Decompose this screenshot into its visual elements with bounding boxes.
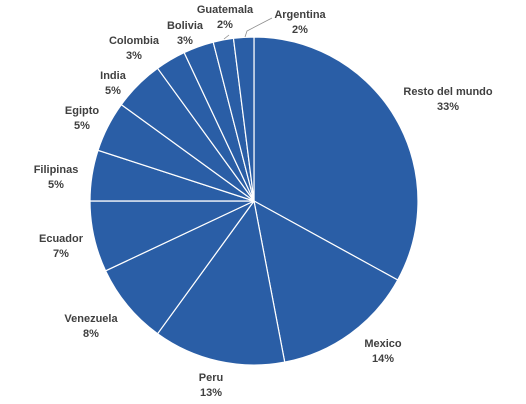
slice-label-name: Colombia <box>109 35 160 47</box>
slice-label-value: 33% <box>437 101 459 113</box>
slice-label-name: Mexico <box>364 338 402 350</box>
pie-slice-peru <box>156 199 286 366</box>
slice-label-value: 5% <box>105 85 121 97</box>
slice-label-name: India <box>100 70 127 82</box>
leader-line-argentina <box>244 17 273 38</box>
slice-label-value: 3% <box>126 50 142 62</box>
slice-label-name: Egipto <box>65 105 99 117</box>
slice-label-value: 8% <box>83 328 99 340</box>
slice-label-peru: Peru 13% <box>199 372 223 399</box>
slice-label-value: 3% <box>177 35 193 47</box>
slice-label-egipto: Egipto 5% <box>65 105 99 132</box>
slice-label-name: Argentina <box>274 9 326 21</box>
slice-label-mexico: Mexico 14% <box>364 338 402 365</box>
slice-label-value: 2% <box>217 19 233 31</box>
pie-slice-argentina <box>232 36 255 202</box>
slice-label-india: India 5% <box>100 70 127 97</box>
slice-label-name: Venezuela <box>64 313 118 325</box>
pie-slice-mexico <box>253 199 399 363</box>
slice-label-name: Filipinas <box>34 164 79 176</box>
slice-label-colombia: Colombia 3% <box>109 35 160 62</box>
pie-slice-resto-del-mundo <box>253 36 419 281</box>
leader-line-guatemala <box>223 34 230 40</box>
slice-label-name: Peru <box>199 372 223 384</box>
slice-label-argentina: Argentina 2% <box>274 9 326 36</box>
slice-label-value: 2% <box>292 24 308 36</box>
slice-label-value: 5% <box>74 120 90 132</box>
slice-label-bolivia: Bolivia 3% <box>167 20 204 47</box>
pie-slices <box>89 36 419 366</box>
slice-label-guatemala: Guatemala 2% <box>197 4 254 31</box>
slice-label-ecuador: Ecuador 7% <box>39 233 84 260</box>
slice-labels: Resto del mundo 33% Mexico 14% Peru 13% Venezu… <box>34 4 493 399</box>
slice-label-venezuela: Venezuela 8% <box>64 313 118 340</box>
slice-label-value: 5% <box>48 179 64 191</box>
leader-lines <box>223 17 273 40</box>
slice-label-resto-del-mundo: Resto del mundo 33% <box>403 86 493 113</box>
slice-label-filipinas: Filipinas 5% <box>34 164 79 191</box>
slice-label-name: Bolivia <box>167 20 204 32</box>
slice-label-name: Ecuador <box>39 233 84 245</box>
slice-label-name: Guatemala <box>197 4 254 16</box>
slice-label-value: 13% <box>200 387 222 399</box>
slice-label-value: 7% <box>53 248 69 260</box>
slice-label-name: Resto del mundo <box>403 86 493 98</box>
slice-label-value: 14% <box>372 353 394 365</box>
